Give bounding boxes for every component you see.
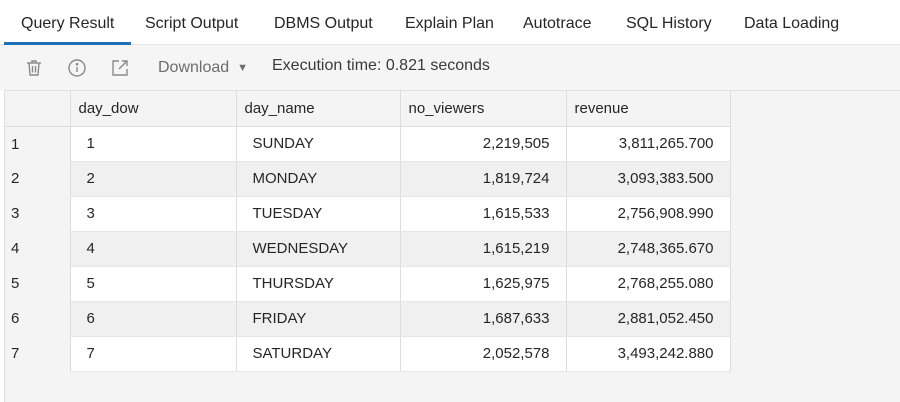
- row-number: 3: [5, 196, 71, 231]
- cell-revenue[interactable]: 2,768,255.080: [566, 266, 731, 302]
- row-number: 2: [5, 161, 71, 196]
- cell-day-name[interactable]: FRIDAY: [236, 301, 401, 337]
- column-header-day-name[interactable]: day_name: [236, 91, 401, 127]
- table-header-row: day_dow day_name no_viewers revenue: [5, 91, 731, 127]
- column-header-no-viewers[interactable]: no_viewers: [400, 91, 567, 127]
- column-header-revenue[interactable]: revenue: [566, 91, 731, 127]
- row-number: 7: [5, 336, 71, 371]
- result-tab-bar: Query Result Script Output DBMS Output E…: [0, 0, 900, 45]
- cell-no-viewers[interactable]: 1,615,219: [400, 231, 567, 267]
- table-row[interactable]: 6 6 FRIDAY 1,687,633 2,881,052.450: [5, 301, 731, 337]
- table-body: 1 1 SUNDAY 2,219,505 3,811,265.700 2 2 MONDAY 1,…: [5, 126, 731, 372]
- cell-revenue[interactable]: 2,756,908.990: [566, 196, 731, 232]
- cell-day-name[interactable]: MONDAY: [236, 161, 401, 197]
- cell-day-dow[interactable]: 3: [70, 196, 237, 232]
- info-icon[interactable]: [67, 58, 87, 78]
- result-grid: day_dow day_name no_viewers revenue 1 1 SU…: [4, 90, 900, 402]
- cell-day-dow[interactable]: 1: [70, 126, 237, 162]
- tab-explain-plan[interactable]: Explain Plan: [405, 15, 494, 32]
- column-header-day-dow[interactable]: day_dow: [70, 91, 237, 127]
- result-table: day_dow day_name no_viewers revenue 1 1 SU…: [5, 91, 731, 372]
- cell-revenue[interactable]: 2,881,052.450: [566, 301, 731, 337]
- table-row[interactable]: 7 7 SATURDAY 2,052,578 3,493,242.880: [5, 336, 731, 372]
- tab-data-loading[interactable]: Data Loading: [744, 15, 840, 32]
- cell-day-dow[interactable]: 5: [70, 266, 237, 302]
- row-number: 4: [5, 231, 71, 266]
- trash-icon[interactable]: [24, 58, 44, 78]
- cell-revenue[interactable]: 3,811,265.700: [566, 126, 731, 162]
- cell-no-viewers[interactable]: 1,687,633: [400, 301, 567, 337]
- cell-no-viewers[interactable]: 1,819,724: [400, 161, 567, 197]
- result-toolbar: Download ▼ Execution time: 0.821 seconds: [0, 45, 900, 90]
- open-external-icon[interactable]: [110, 58, 130, 78]
- cell-day-dow[interactable]: 7: [70, 336, 237, 372]
- row-number: 5: [5, 266, 71, 301]
- table-row[interactable]: 2 2 MONDAY 1,819,724 3,093,383.500: [5, 161, 731, 197]
- execution-time-text: Execution time: 0.821 seconds: [272, 57, 490, 74]
- chevron-down-icon: ▼: [237, 62, 249, 74]
- cell-no-viewers[interactable]: 1,615,533: [400, 196, 567, 232]
- tab-script-output[interactable]: Script Output: [145, 15, 239, 32]
- cell-no-viewers[interactable]: 1,625,975: [400, 266, 567, 302]
- cell-revenue[interactable]: 3,493,242.880: [566, 336, 731, 372]
- tab-query-result[interactable]: Query Result: [4, 0, 132, 45]
- tab-sql-history[interactable]: SQL History: [626, 15, 712, 32]
- cell-day-dow[interactable]: 4: [70, 231, 237, 267]
- tab-dbms-output[interactable]: DBMS Output: [274, 15, 373, 32]
- table-row[interactable]: 4 4 WEDNESDAY 1,615,219 2,748,365.670: [5, 231, 731, 267]
- cell-day-dow[interactable]: 2: [70, 161, 237, 197]
- cell-day-name[interactable]: WEDNESDAY: [236, 231, 401, 267]
- cell-day-dow[interactable]: 6: [70, 301, 237, 337]
- row-number: 6: [5, 301, 71, 336]
- cell-day-name[interactable]: THURSDAY: [236, 266, 401, 302]
- table-row[interactable]: 1 1 SUNDAY 2,219,505 3,811,265.700: [5, 126, 731, 162]
- cell-no-viewers[interactable]: 2,219,505: [400, 126, 567, 162]
- cell-no-viewers[interactable]: 2,052,578: [400, 336, 567, 372]
- cell-revenue[interactable]: 2,748,365.670: [566, 231, 731, 267]
- table-row[interactable]: 5 5 THURSDAY 1,625,975 2,768,255.080: [5, 266, 731, 302]
- cell-revenue[interactable]: 3,093,383.500: [566, 161, 731, 197]
- tab-autotrace[interactable]: Autotrace: [523, 15, 592, 32]
- row-number-header: [5, 91, 71, 127]
- row-number: 1: [5, 126, 71, 161]
- download-label: Download: [158, 59, 230, 76]
- cell-day-name[interactable]: SATURDAY: [236, 336, 401, 372]
- cell-day-name[interactable]: TUESDAY: [236, 196, 401, 232]
- table-row[interactable]: 3 3 TUESDAY 1,615,533 2,756,908.990: [5, 196, 731, 232]
- download-menu-button[interactable]: Download ▼: [158, 59, 248, 77]
- cell-day-name[interactable]: SUNDAY: [236, 126, 401, 162]
